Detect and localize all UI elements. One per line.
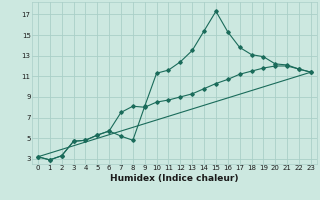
X-axis label: Humidex (Indice chaleur): Humidex (Indice chaleur) bbox=[110, 174, 239, 183]
